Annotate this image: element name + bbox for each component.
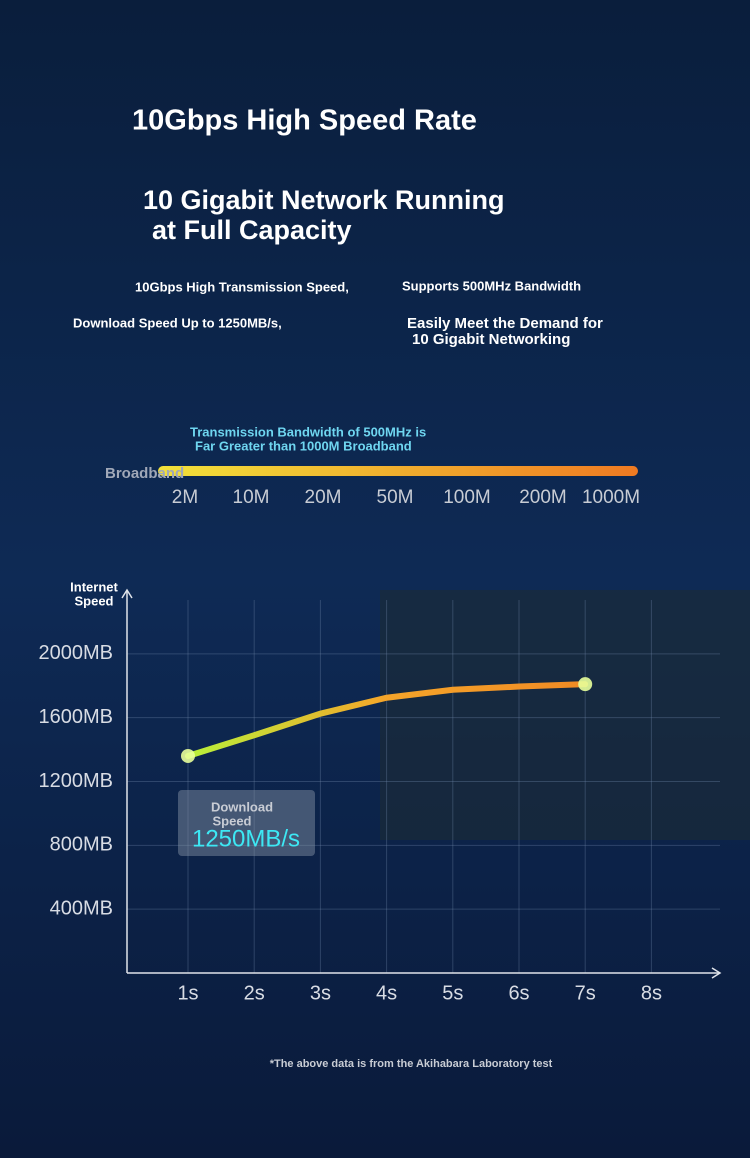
x-tick-label: 6s — [508, 982, 529, 1004]
y-tick-label: 800MB — [50, 834, 113, 856]
annotation-label: Download — [211, 799, 273, 814]
x-tick-label: 7s — [575, 982, 596, 1004]
subtitle: 10 Gigabit Network Running — [143, 185, 505, 215]
line — [185, 681, 589, 759]
x-tick-label: 3s — [310, 982, 331, 1004]
y-axis-label: Internet — [70, 579, 118, 594]
x-tick-label: 2s — [244, 982, 265, 1004]
x-tick-label: 5s — [442, 982, 463, 1004]
bandwidth-tick: 10M — [233, 487, 270, 508]
annotation-label: Speed — [212, 813, 251, 828]
annotation-box — [178, 790, 315, 856]
title: 10Gbps High Speed Rate — [132, 105, 477, 137]
y-axis-arrow — [121, 588, 133, 599]
footnote: *The above data is from the Akihabara La… — [270, 1058, 553, 1070]
bandwidth-tick: 100M — [443, 487, 491, 508]
plot: 400MB 800MB 1200MB 1600MB 2000MB 1s 2s 3s 4s 5s 6s… — [39, 588, 722, 1004]
bandwidth-caption: Transmission Bandwidth of 500MHz is — [190, 424, 426, 439]
bandwidth-caption: Far Greater than 1000M Broadband — [195, 438, 412, 453]
bandwidth-ticks: 2M 10M 20M 50M 100M 200M 1000M — [172, 487, 640, 508]
feature: Easily Meet the Demand for — [407, 315, 603, 332]
x-tick-label: 1s — [177, 982, 198, 1004]
bandwidth-tick: 20M — [305, 487, 342, 508]
feature: Supports 500MHz Bandwidth — [402, 278, 581, 293]
bandwidth-tick: 200M — [519, 487, 567, 508]
y-tick-label: 2000MB — [39, 642, 114, 664]
feature: 10Gbps High Transmission Speed, — [135, 279, 349, 294]
x-tick-label: 4s — [376, 982, 397, 1004]
feature: 10 Gigabit Networking — [412, 331, 570, 348]
y-axis-label: Speed — [74, 593, 113, 608]
bandwidth-tick: 1000M — [582, 487, 640, 508]
bandwidth-tick: 2M — [172, 487, 198, 508]
bandwidth-tick: 50M — [377, 487, 414, 508]
subtitle: at Full Capacity — [152, 215, 352, 245]
y-tick-label: 400MB — [50, 897, 113, 919]
x-tick-label: 8s — [641, 982, 662, 1004]
game-screen — [380, 590, 750, 840]
bandwidth-bar — [158, 466, 638, 476]
glow-point — [578, 677, 593, 692]
x-axis-arrow — [711, 967, 722, 979]
bandwidth-label: Broadband — [105, 465, 184, 482]
annotation-value: 1250MB/s — [192, 825, 300, 852]
y-tick-label: 1600MB — [39, 706, 114, 728]
glow-point — [181, 748, 195, 763]
y-tick-label: 1200MB — [39, 770, 114, 792]
feature: Download Speed Up to 1250MB/s, — [73, 315, 282, 330]
